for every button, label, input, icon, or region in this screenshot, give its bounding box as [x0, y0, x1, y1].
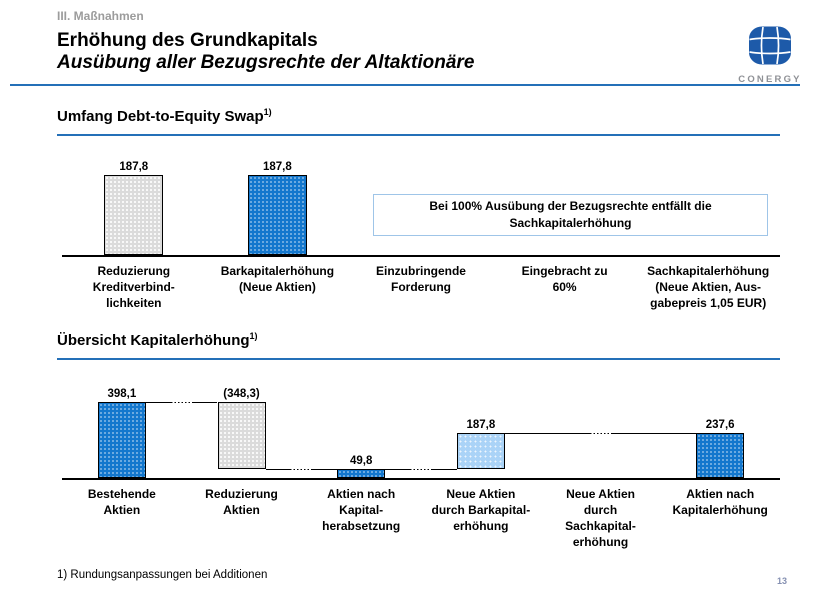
bar-value-label: 187,8: [263, 161, 292, 174]
bar-value-label: 49,8: [349, 454, 373, 467]
footnote: 1) Rundungsanpassungen bei Additionen: [57, 569, 268, 581]
section2-heading-text: Übersicht Kapitalerhöhung: [57, 332, 250, 349]
category-label: Reduzierung Aktien: [205, 487, 278, 517]
debt-to-equity-chart: Bei 100% Ausübung der Bezugsrechte entfä…: [62, 150, 780, 257]
annotation-box: Bei 100% Ausübung der Bezugsrechte entfä…: [373, 194, 768, 236]
c2-plot-bar-1: (348,3): [217, 388, 266, 469]
page-title: Erhöhung des Grundkapitals: [57, 30, 318, 51]
breadcrumb: III. Maßnahmen: [57, 9, 144, 23]
header-divider: [10, 84, 800, 86]
brand-wordmark: CONERGY: [738, 74, 802, 85]
page-subtitle: Ausübung aller Bezugsrechte der Altaktio…: [57, 52, 475, 73]
category-label: Neue Aktien durch Barkapital- erhöhung: [431, 487, 531, 533]
category-label: Sachkapitalerhöhung (Neue Aktien, Aus- g…: [647, 264, 770, 310]
page-number: 13: [776, 576, 787, 586]
waterfall-connector: [385, 468, 457, 470]
waterfall-connector: [265, 468, 338, 470]
c1-plot-bar-1: 187,8: [247, 161, 307, 255]
footnote-marker: 1): [263, 107, 272, 117]
footnote-marker: 1): [249, 331, 258, 341]
category-label: Eingebracht zu 60%: [521, 264, 608, 294]
c2-plot-bar-2: 49,8: [337, 455, 386, 478]
bar-value-label: (348,3): [223, 388, 260, 401]
annotation-line1: Bei 100% Ausübung der Bezugsrechte entfä…: [429, 199, 712, 213]
c2-plot-bar-5: 237,6: [696, 419, 745, 478]
c2-plot-bar-0: 398,1: [97, 388, 146, 478]
section1-heading-text: Umfang Debt-to-Equity Swap: [57, 108, 264, 125]
waterfall-connector: [145, 402, 218, 404]
kapitalerhoehung-waterfall-chart: 398,1 (348,3) 49,8 187,8 237,6: [62, 375, 780, 480]
category-label: Aktien nach Kapital- herabsetzung: [322, 487, 401, 533]
debt-to-equity-category-labels: Reduzierung Kreditverbind- lichkeiten Ba…: [62, 263, 780, 311]
section2-divider: [57, 358, 780, 360]
c2-plot-bar-3: 187,8: [456, 419, 505, 469]
bar-value-label: 398,1: [107, 388, 137, 401]
waterfall-category-labels: Bestehende Aktien Reduzierung Aktien Akt…: [62, 486, 780, 550]
category-label: Barkapitalerhöhung (Neue Aktien): [220, 264, 335, 294]
section1-divider: [57, 134, 780, 136]
category-label: Neue Aktien durch Sachkapital- erhöhung: [565, 487, 636, 549]
bar-value-label: 237,6: [705, 418, 735, 431]
bar-value-label: 187,8: [466, 418, 496, 431]
category-label: Reduzierung Kreditverbind- lichkeiten: [92, 264, 175, 310]
section2-heading: Übersicht Kapitalerhöhung1): [57, 331, 258, 349]
annotation-line2: Sachkapitalerhöhung: [509, 216, 632, 230]
category-label: Aktien nach Kapitalerhöhung: [672, 487, 768, 517]
c1-plot-bar-0: 187,8: [104, 161, 164, 255]
waterfall-connector: [504, 432, 697, 434]
section1-heading: Umfang Debt-to-Equity Swap1): [57, 107, 272, 125]
conergy-globe-icon: [749, 26, 791, 65]
category-label: Bestehende Aktien: [87, 487, 156, 517]
company-logo: CONERGY: [733, 25, 807, 85]
bar-value-label: 187,8: [119, 161, 149, 174]
category-label: Einzubringende Forderung: [375, 264, 466, 294]
